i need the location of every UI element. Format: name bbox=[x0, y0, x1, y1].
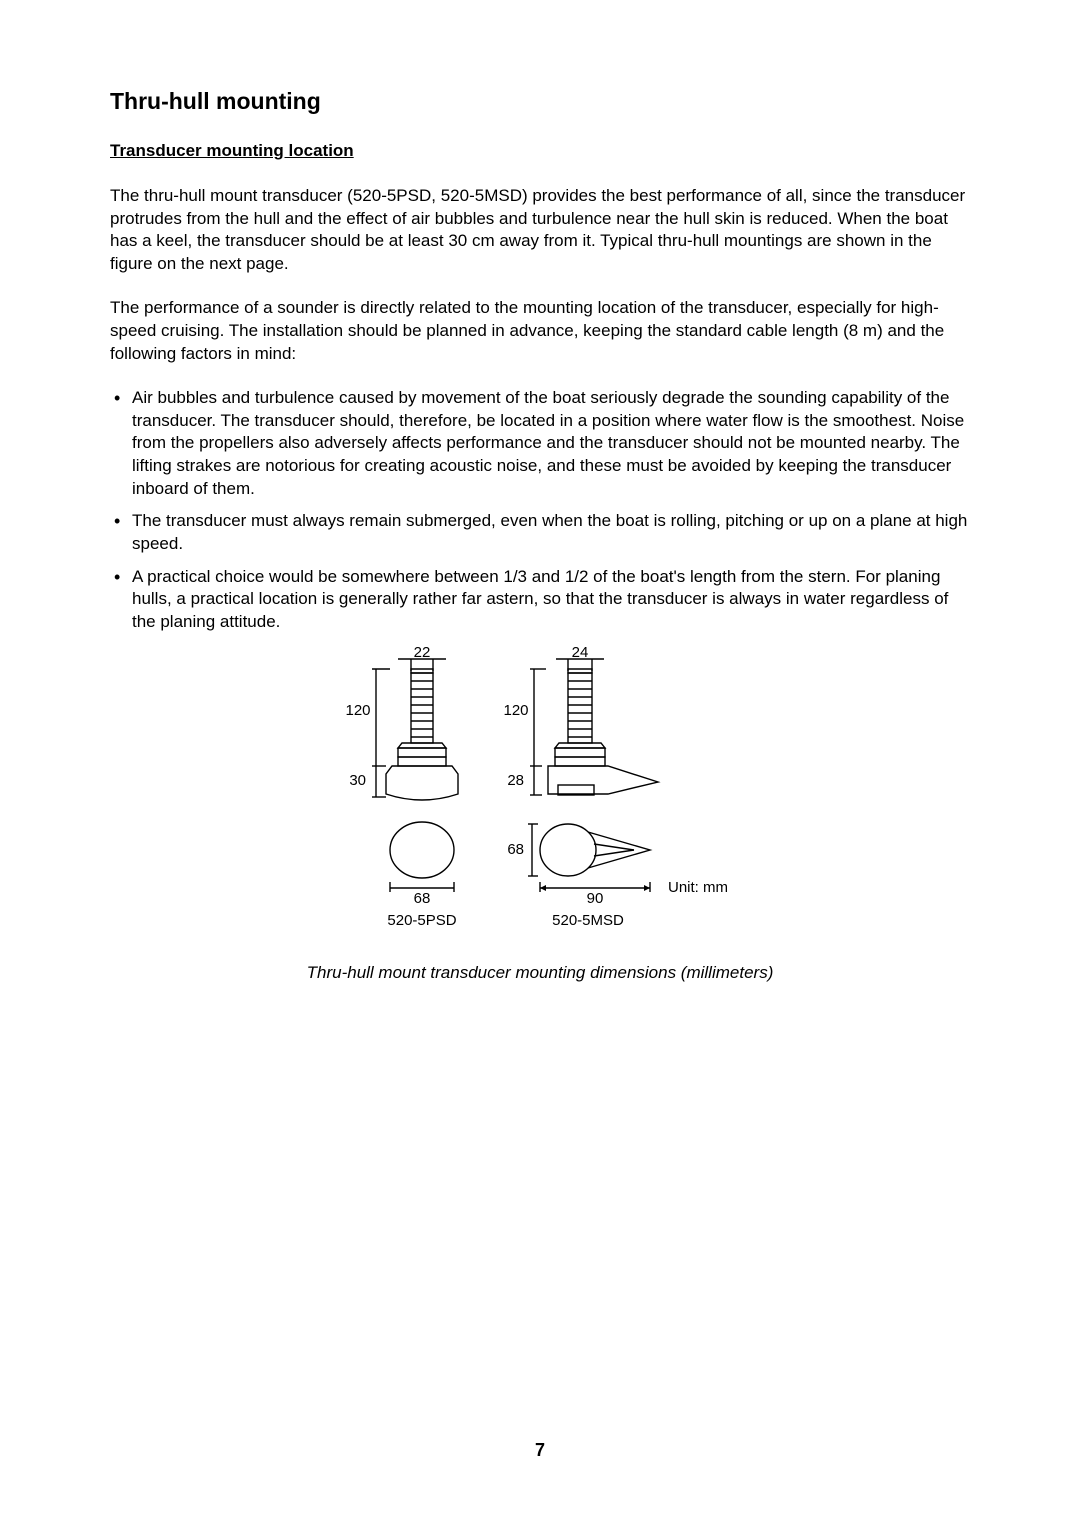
dim-label: 30 bbox=[349, 772, 366, 789]
diagram-container: 22 bbox=[110, 645, 970, 955]
model-label: 520-5MSD bbox=[552, 912, 624, 929]
subsection-heading: Transducer mounting location bbox=[110, 141, 970, 161]
bullet-item: A practical choice would be somewhere be… bbox=[110, 566, 970, 634]
dim-label: 90 bbox=[587, 890, 604, 907]
dim-label: 120 bbox=[503, 702, 528, 719]
page-number: 7 bbox=[0, 1440, 1080, 1461]
bullet-list: Air bubbles and turbulence caused by mov… bbox=[110, 387, 970, 633]
dim-label: 68 bbox=[507, 841, 524, 858]
bullet-item: The transducer must always remain submer… bbox=[110, 510, 970, 555]
transducer-diagram: 22 bbox=[320, 645, 760, 955]
dim-label: 68 bbox=[414, 890, 431, 907]
figure-caption: Thru-hull mount transducer mounting dime… bbox=[110, 963, 970, 983]
dim-label: 120 bbox=[345, 702, 370, 719]
unit-label: Unit: mm bbox=[668, 879, 728, 896]
paragraph-2: The performance of a sounder is directly… bbox=[110, 297, 970, 365]
paragraph-1: The thru-hull mount transducer (520-5PSD… bbox=[110, 185, 970, 275]
dim-label: 28 bbox=[507, 772, 524, 789]
bullet-item: Air bubbles and turbulence caused by mov… bbox=[110, 387, 970, 500]
page-title: Thru-hull mounting bbox=[110, 88, 970, 115]
model-label: 520-5PSD bbox=[387, 912, 456, 929]
